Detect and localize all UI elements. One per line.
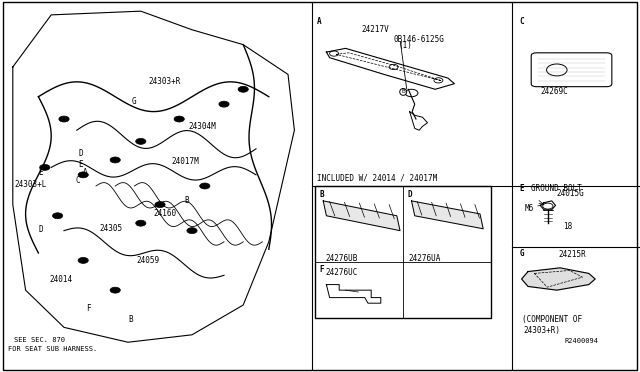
Circle shape <box>78 172 88 178</box>
Text: C: C <box>76 176 80 185</box>
Circle shape <box>200 183 210 189</box>
Text: R2400094: R2400094 <box>564 339 598 344</box>
Text: 24305: 24305 <box>99 224 122 233</box>
Text: F: F <box>319 265 324 274</box>
Text: 24015G: 24015G <box>557 189 584 198</box>
Text: B: B <box>128 315 132 324</box>
Text: 24269C: 24269C <box>541 87 568 96</box>
Text: 24017M: 24017M <box>172 157 199 166</box>
Circle shape <box>136 138 146 144</box>
Polygon shape <box>323 201 400 231</box>
Circle shape <box>40 164 50 170</box>
Text: M6: M6 <box>525 204 534 213</box>
Text: (COMPONENT OF: (COMPONENT OF <box>522 315 582 324</box>
Text: 0B146-6125G: 0B146-6125G <box>394 35 444 44</box>
Text: B: B <box>319 190 324 199</box>
Circle shape <box>187 228 197 234</box>
Circle shape <box>238 86 248 92</box>
Text: SEE SEC. 870: SEE SEC. 870 <box>14 337 65 343</box>
Text: C: C <box>520 17 524 26</box>
Circle shape <box>155 202 165 208</box>
Text: 24059: 24059 <box>136 256 159 265</box>
Text: 18: 18 <box>563 222 572 231</box>
Text: 24303+L: 24303+L <box>14 180 47 189</box>
Text: 24276UA: 24276UA <box>408 254 441 263</box>
Text: G: G <box>520 249 524 258</box>
Circle shape <box>110 287 120 293</box>
Polygon shape <box>522 268 595 290</box>
Text: E: E <box>38 168 43 177</box>
Text: A: A <box>317 17 321 26</box>
Text: 24014: 24014 <box>50 275 73 284</box>
Text: B: B <box>184 196 189 205</box>
Circle shape <box>52 213 63 219</box>
Text: 24303+R): 24303+R) <box>524 326 561 335</box>
Text: GROUND BOLT: GROUND BOLT <box>531 184 582 193</box>
Circle shape <box>110 157 120 163</box>
Text: B: B <box>401 89 405 94</box>
Text: (1): (1) <box>398 41 412 50</box>
Text: D: D <box>78 149 83 158</box>
Text: 24276UC: 24276UC <box>325 268 358 277</box>
Circle shape <box>136 220 146 226</box>
Text: D: D <box>407 190 412 199</box>
Circle shape <box>174 116 184 122</box>
Text: FOR SEAT SUB HARNESS.: FOR SEAT SUB HARNESS. <box>8 346 97 352</box>
Bar <box>315 186 491 318</box>
Circle shape <box>78 257 88 263</box>
Text: D: D <box>38 225 43 234</box>
Text: 24304M: 24304M <box>189 122 216 131</box>
Text: 24276UB: 24276UB <box>325 254 358 263</box>
Circle shape <box>59 116 69 122</box>
Text: A: A <box>83 169 88 177</box>
Text: E: E <box>520 184 524 193</box>
Text: 24217V: 24217V <box>362 25 389 34</box>
Text: F: F <box>86 304 91 313</box>
Text: G: G <box>131 97 136 106</box>
Text: 24215R: 24215R <box>558 250 586 259</box>
Text: 24160: 24160 <box>154 209 177 218</box>
Text: 24303+R: 24303+R <box>148 77 181 86</box>
Circle shape <box>219 101 229 107</box>
Text: E: E <box>78 160 83 169</box>
Text: INCLUDED W/ 24014 / 24017M: INCLUDED W/ 24014 / 24017M <box>317 173 437 182</box>
Polygon shape <box>412 201 483 229</box>
